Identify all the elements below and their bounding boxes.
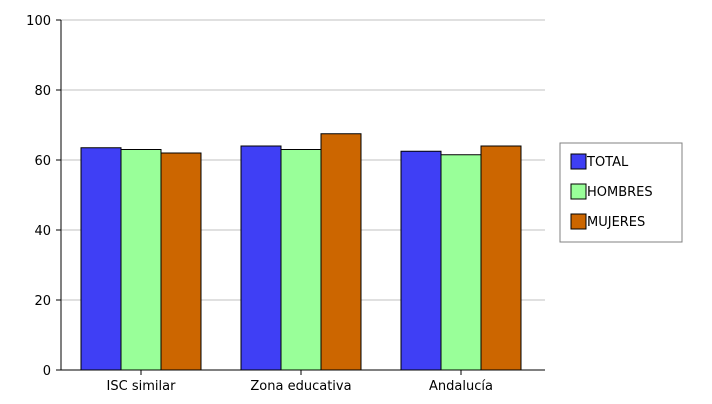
x-tick-label: Andalucía (429, 379, 493, 394)
legend-label: HOMBRES (587, 185, 653, 200)
y-tick-label: 80 (34, 84, 51, 99)
y-tick-label: 60 (34, 154, 51, 169)
y-axis-ticks: 0 20 40 60 80 100 (26, 14, 61, 379)
bar-hombres (440, 154, 482, 371)
bar-total (400, 150, 442, 371)
bars (80, 133, 522, 371)
legend-swatch (570, 183, 587, 200)
legend: TOTAL HOMBRES MUJERES (559, 142, 683, 243)
y-tick-label: 0 (43, 364, 51, 379)
x-tick-label: Zona educativa (250, 379, 351, 394)
bar-hombres (280, 149, 322, 371)
bar-mujeres (480, 145, 522, 371)
legend-swatch (570, 153, 587, 170)
y-tick-label: 20 (34, 294, 51, 309)
legend-label: TOTAL (586, 155, 629, 170)
bar-mujeres (160, 152, 202, 371)
bar-mujeres (320, 133, 362, 371)
legend-label: MUJERES (587, 215, 645, 230)
x-axis-ticks: ISC similar Zona educativa Andalucía (107, 370, 493, 394)
x-tick-label: ISC similar (107, 379, 177, 394)
bar-total (80, 147, 122, 371)
y-tick-label: 40 (34, 224, 51, 239)
bar-total (240, 145, 282, 371)
legend-swatch (570, 213, 587, 230)
bar-hombres (120, 149, 162, 371)
y-tick-label: 100 (26, 14, 51, 29)
